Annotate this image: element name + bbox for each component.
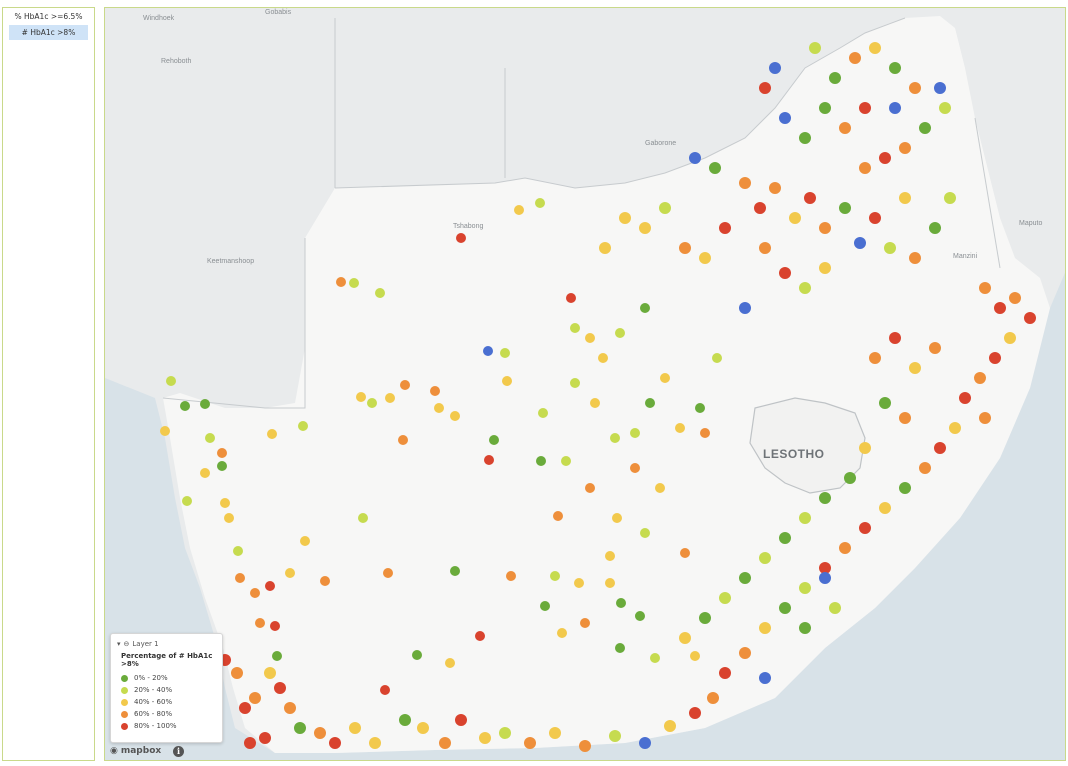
- place-label-manzini: Manzini: [953, 253, 978, 260]
- place-label-windhoek: Windhoek: [143, 15, 175, 22]
- map-frame[interactable]: Windhoek Gobabis Rehoboth Gaborone Tshab…: [104, 7, 1066, 761]
- basemap: Windhoek Gobabis Rehoboth Gaborone Tshab…: [105, 8, 1065, 760]
- mapbox-icon: ◉: [110, 746, 118, 756]
- legend-item: 60% - 80%: [111, 708, 222, 720]
- legend-title: Percentage of # HbA1c >8%: [121, 652, 213, 668]
- legend-item: 0% - 20%: [111, 672, 222, 684]
- legend-swatch: [121, 674, 128, 682]
- place-label-rehoboth: Rehoboth: [161, 58, 191, 65]
- place-label-maputo: Maputo: [1019, 220, 1042, 227]
- mapbox-logo[interactable]: ◉ mapbox: [110, 746, 162, 756]
- legend-item: 80% - 100%: [111, 720, 222, 732]
- place-label-lesotho: LESOTHO: [763, 447, 825, 461]
- marker-layer[interactable]: [160, 42, 1036, 752]
- legend-layer-name: Layer 1: [132, 640, 159, 648]
- map-legend: ▾ ⊖ Layer 1 Percentage of # HbA1c >8% 0%…: [110, 633, 223, 743]
- legend-item: 20% - 40%: [111, 684, 222, 696]
- legend-item: 40% - 60%: [111, 696, 222, 708]
- place-label-tshabong: Tshabong: [453, 223, 483, 230]
- legend-layer-header[interactable]: ▾ ⊖ Layer 1: [111, 634, 222, 650]
- metric-sidebar: % HbA1c >=6.5% # HbA1c >8%: [2, 7, 95, 761]
- legend-swatch: [121, 698, 128, 706]
- layer-icon: ⊖: [123, 640, 130, 648]
- info-icon[interactable]: i: [173, 746, 184, 757]
- place-label-keetmanshoop: Keetmanshoop: [207, 258, 254, 265]
- metric-option-hba1c-8[interactable]: # HbA1c >8%: [9, 25, 88, 40]
- legend-swatch: [121, 710, 128, 718]
- legend-swatch: [121, 722, 128, 730]
- place-label-gaborone: Gaborone: [645, 140, 676, 147]
- metric-option-hba1c-6-5[interactable]: % HbA1c >=6.5%: [14, 12, 83, 21]
- place-label-gobabis: Gobabis: [265, 9, 292, 16]
- chevron-down-icon[interactable]: ▾: [117, 640, 121, 648]
- legend-swatch: [121, 686, 128, 694]
